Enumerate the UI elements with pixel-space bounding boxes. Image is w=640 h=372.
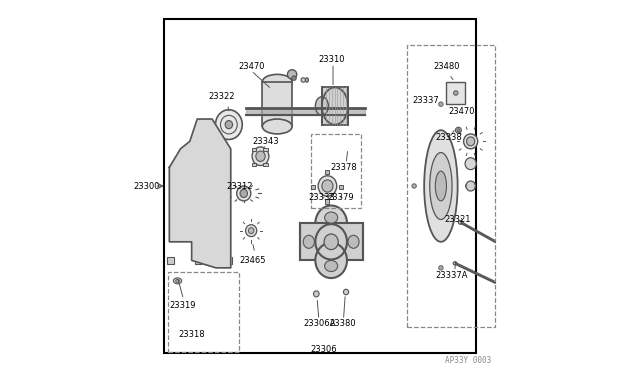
Ellipse shape — [322, 180, 333, 192]
Ellipse shape — [324, 260, 338, 272]
Text: 23343: 23343 — [253, 137, 280, 146]
Ellipse shape — [456, 127, 461, 133]
Ellipse shape — [292, 76, 296, 80]
Ellipse shape — [176, 214, 180, 218]
Ellipse shape — [322, 87, 348, 125]
Text: 23379: 23379 — [327, 193, 354, 202]
Ellipse shape — [435, 171, 447, 201]
Ellipse shape — [465, 158, 476, 170]
Text: 23333: 23333 — [308, 193, 335, 202]
Bar — [311, 185, 315, 189]
Ellipse shape — [344, 289, 349, 295]
Bar — [164, 19, 476, 353]
Text: 23319: 23319 — [169, 301, 196, 310]
Ellipse shape — [252, 147, 269, 166]
Ellipse shape — [240, 189, 248, 198]
Ellipse shape — [424, 130, 458, 242]
Ellipse shape — [237, 186, 251, 201]
Bar — [168, 257, 174, 264]
Ellipse shape — [256, 151, 265, 161]
Ellipse shape — [324, 234, 338, 250]
Bar — [310, 134, 361, 208]
Bar — [252, 148, 257, 151]
Ellipse shape — [457, 129, 460, 132]
Ellipse shape — [201, 164, 223, 193]
Text: 23337A: 23337A — [436, 271, 468, 280]
Ellipse shape — [318, 176, 337, 196]
Ellipse shape — [305, 78, 308, 82]
Bar — [225, 257, 232, 264]
Bar — [168, 272, 239, 352]
Text: 23300: 23300 — [134, 182, 160, 190]
Ellipse shape — [216, 110, 243, 140]
Text: 23306: 23306 — [310, 345, 337, 354]
Ellipse shape — [463, 134, 477, 149]
Ellipse shape — [438, 266, 443, 270]
Bar — [339, 185, 343, 189]
Ellipse shape — [466, 181, 476, 191]
Text: 23306A: 23306A — [304, 319, 336, 328]
Bar — [408, 45, 495, 327]
Ellipse shape — [246, 225, 257, 237]
Ellipse shape — [287, 70, 297, 79]
Polygon shape — [170, 119, 231, 268]
Ellipse shape — [262, 119, 292, 134]
Text: 23470: 23470 — [448, 107, 475, 116]
Text: 23470: 23470 — [238, 62, 264, 71]
Ellipse shape — [454, 91, 458, 95]
Ellipse shape — [262, 74, 292, 89]
Ellipse shape — [175, 212, 181, 219]
Ellipse shape — [429, 153, 452, 219]
Text: 23321: 23321 — [444, 215, 471, 224]
Text: 23310: 23310 — [318, 55, 344, 64]
Ellipse shape — [225, 121, 232, 129]
Bar — [252, 163, 257, 166]
Text: 23380: 23380 — [329, 319, 356, 328]
Text: 23378: 23378 — [331, 163, 358, 172]
Bar — [325, 199, 329, 204]
Bar — [262, 82, 292, 126]
Bar — [300, 223, 363, 260]
Ellipse shape — [303, 235, 314, 248]
Bar — [195, 257, 202, 264]
Text: 23338: 23338 — [435, 133, 461, 142]
Ellipse shape — [348, 235, 359, 248]
Ellipse shape — [316, 243, 347, 278]
Ellipse shape — [173, 278, 182, 284]
Bar — [447, 82, 465, 104]
Ellipse shape — [412, 184, 417, 188]
Text: AP33Y 0003: AP33Y 0003 — [445, 356, 491, 365]
Ellipse shape — [316, 97, 328, 115]
Text: 23480: 23480 — [433, 62, 460, 71]
Bar — [263, 163, 268, 166]
Ellipse shape — [205, 170, 219, 187]
Text: 23318: 23318 — [179, 330, 205, 339]
Ellipse shape — [465, 184, 470, 188]
Ellipse shape — [453, 262, 457, 265]
Ellipse shape — [316, 205, 347, 241]
Text: 23465: 23465 — [240, 256, 266, 265]
Text: 23337: 23337 — [413, 96, 440, 105]
Ellipse shape — [458, 221, 463, 224]
Text: 23312: 23312 — [227, 182, 253, 190]
Bar — [263, 148, 268, 151]
Ellipse shape — [467, 137, 475, 146]
Ellipse shape — [438, 102, 443, 106]
Ellipse shape — [175, 279, 179, 282]
Ellipse shape — [248, 228, 254, 234]
Bar — [325, 170, 329, 174]
Ellipse shape — [314, 291, 319, 297]
Bar — [322, 87, 348, 125]
Text: 23322: 23322 — [208, 92, 235, 101]
Ellipse shape — [301, 78, 305, 82]
Ellipse shape — [324, 212, 338, 223]
